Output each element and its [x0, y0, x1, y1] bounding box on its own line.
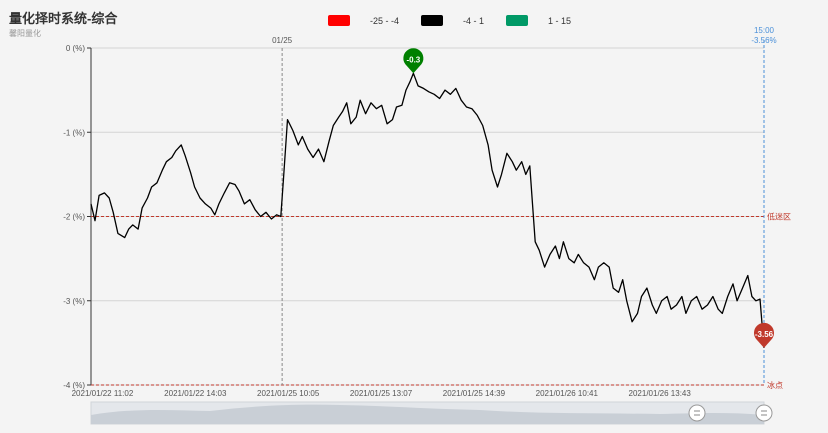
- x-tick-label: 2021/01/26 13:43: [629, 389, 692, 398]
- legend-swatch-mid: [421, 15, 444, 26]
- y-tick-label: 0 (%): [66, 44, 85, 53]
- threshold-label: 冰点: [767, 380, 783, 390]
- data-zoom-preview: [91, 404, 764, 424]
- legend-item-mid[interactable]: -4 - 1: [421, 15, 484, 26]
- current-time-label: 15:00: [754, 26, 775, 35]
- max-marker: [403, 48, 424, 74]
- data-zoom-handle-left[interactable]: [688, 404, 706, 422]
- legend: -25 - -4 -4 - 1 1 - 15: [328, 15, 593, 26]
- x-tick-label: 2021/01/22 11:02: [72, 389, 134, 398]
- y-tick-label: -3 (%): [63, 297, 85, 306]
- legend-label-low: -25 - -4: [370, 15, 400, 26]
- x-tick-label: 2021/01/26 10:41: [536, 389, 599, 398]
- legend-swatch-high: [506, 15, 529, 26]
- y-tick-label: -4 (%): [63, 381, 85, 390]
- legend-item-low[interactable]: -25 - -4: [328, 15, 399, 26]
- data-zoom-handle-right[interactable]: [755, 404, 773, 422]
- max-marker-label: -0.3: [406, 55, 420, 64]
- chart-subtitle: 馨阳量化: [9, 29, 41, 38]
- y-tick-label: -1 (%): [63, 128, 85, 137]
- y-tick-label: -2 (%): [63, 213, 85, 222]
- min-marker-label: -3.56: [755, 330, 774, 339]
- data-zoom-slider[interactable]: [90, 401, 773, 425]
- legend-label-mid: -4 - 1: [463, 15, 485, 26]
- min-marker: [754, 322, 774, 348]
- series-line: [90, 72, 765, 348]
- day-separator-label: 01/25: [272, 36, 293, 45]
- threshold-label: 低迷区: [767, 212, 791, 222]
- legend-swatch-low: [328, 15, 350, 26]
- x-tick-label: 2021/01/25 10:05: [257, 389, 320, 398]
- x-tick-label: 2021/01/25 14:39: [443, 389, 506, 398]
- chart-title: 量化择时系统-综合: [9, 11, 118, 26]
- legend-item-high[interactable]: 1 - 15: [506, 15, 571, 26]
- legend-label-high: 1 - 15: [548, 15, 572, 26]
- x-tick-label: 2021/01/25 13:07: [350, 389, 413, 398]
- current-value-label: -3.56%: [751, 36, 776, 45]
- x-tick-label: 2021/01/22 14:03: [164, 389, 227, 398]
